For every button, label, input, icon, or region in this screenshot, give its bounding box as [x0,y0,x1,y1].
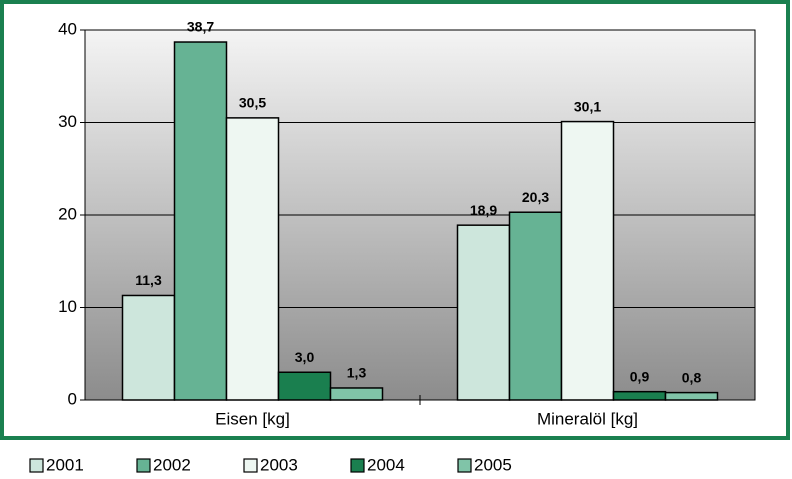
value-label: 20,3 [522,189,549,205]
y-tick-label: 30 [58,112,77,131]
x-tick-label: Eisen [kg] [215,409,290,428]
legend-swatch [350,458,365,473]
x-tick-label: Mineralöl [kg] [537,409,638,428]
y-tick-label: 20 [58,204,77,223]
value-label: 3,0 [295,349,315,365]
bar [664,391,719,401]
bar [329,387,384,401]
y-tick-label: 0 [68,389,77,408]
value-label: 30,1 [574,98,601,114]
value-label: 18,9 [470,202,497,218]
legend-label: 2001 [46,455,84,474]
legend-label: 2004 [367,455,405,474]
legend-label: 2002 [153,455,191,474]
value-label: 30,5 [239,95,266,111]
legend-swatch [29,458,44,473]
y-tick-label: 40 [58,19,77,38]
bar [612,390,667,401]
bar [173,41,228,401]
bar [560,120,615,401]
value-label: 0,8 [682,369,702,385]
legend-label: 2003 [260,455,298,474]
bar [277,371,332,401]
value-label: 1,3 [347,365,367,381]
legend-swatch [243,458,258,473]
bar [121,294,176,401]
legend-label: 2005 [474,455,512,474]
legend-swatch [136,458,151,473]
value-label: 38,7 [187,19,214,35]
bar [225,117,280,401]
bar [456,224,511,401]
y-tick-label: 10 [58,297,77,316]
value-label: 11,3 [135,272,162,288]
bar [508,211,563,401]
value-label: 0,9 [630,368,650,384]
legend-swatch [457,458,472,473]
